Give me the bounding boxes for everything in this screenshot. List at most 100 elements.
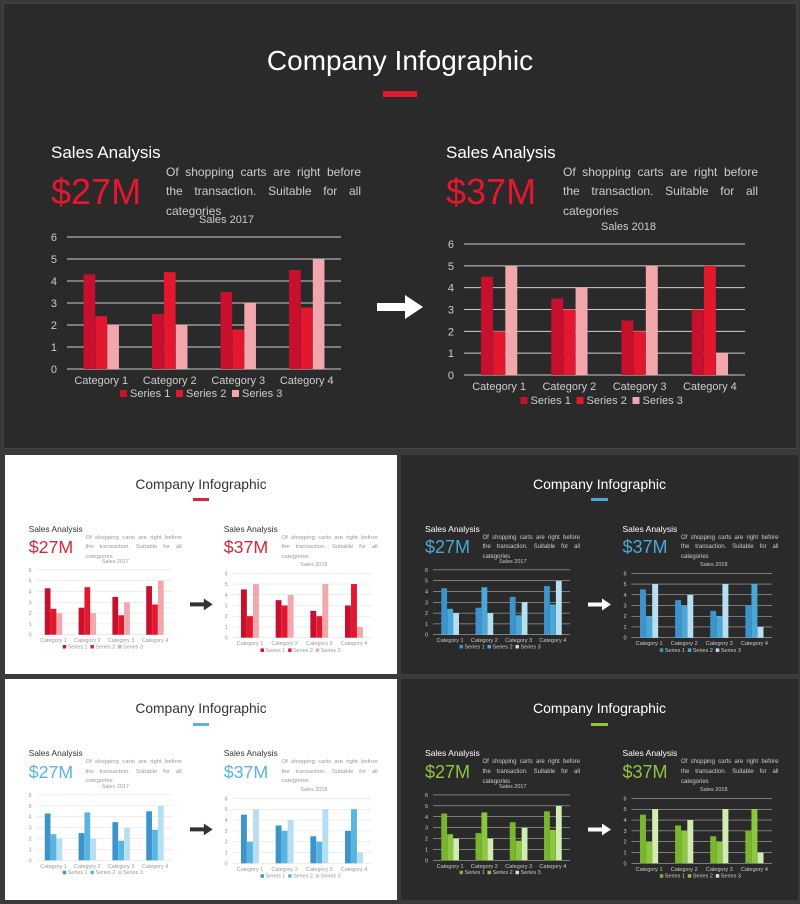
bar xyxy=(687,820,694,864)
y-tick-label: 3 xyxy=(225,829,228,835)
left-big-number: $27M xyxy=(28,762,74,783)
left-bar-chart: 0 1 2 3 4 5 6 Category 1 Category 2 Category 3 Cat… xyxy=(29,793,172,876)
bar xyxy=(124,827,130,861)
arrow-right-icon xyxy=(588,598,611,611)
bar xyxy=(289,270,301,369)
bar xyxy=(220,292,233,369)
right-description: Of shopping carts are right before the t… xyxy=(281,534,378,560)
bar xyxy=(453,613,459,635)
x-tick-label: Category 3 xyxy=(211,375,265,387)
bar xyxy=(480,276,493,375)
x-tick-label: Category 1 xyxy=(472,381,526,393)
left-description: Of shopping carts are right before the t… xyxy=(166,165,361,218)
bar xyxy=(621,320,634,375)
bar xyxy=(681,605,688,638)
y-tick-label: 6 xyxy=(225,796,228,802)
legend-label: Series 3 xyxy=(643,395,683,407)
legend-label: Series 3 xyxy=(521,870,541,876)
bar xyxy=(652,809,659,864)
legend-label: Series 2 xyxy=(693,648,713,654)
legend-label: Series 1 xyxy=(68,870,88,876)
bar xyxy=(78,607,85,635)
x-tick-label: Category 1 xyxy=(74,375,128,387)
x-tick-label: Category 4 xyxy=(341,867,368,873)
y-tick-label: 2 xyxy=(623,614,626,620)
bar xyxy=(751,809,758,864)
legend-swatch xyxy=(687,874,692,878)
legend-swatch xyxy=(659,648,664,652)
left-sales-heading: Sales Analysis xyxy=(425,523,480,534)
left-big-number: $27M xyxy=(51,171,142,212)
legend-label: Series 3 xyxy=(123,644,143,650)
bar xyxy=(745,830,752,864)
bar xyxy=(152,829,158,861)
bar xyxy=(505,265,518,375)
bar xyxy=(493,331,506,375)
bar xyxy=(687,594,694,638)
x-tick-label: Category 2 xyxy=(471,864,498,870)
bar xyxy=(639,814,646,864)
y-tick-label: 4 xyxy=(29,815,32,821)
y-tick-label: 3 xyxy=(425,600,428,606)
left-description: Of shopping carts are right before the t… xyxy=(85,534,182,560)
y-tick-label: 6 xyxy=(623,796,626,802)
bar xyxy=(78,833,85,861)
y-tick-label: 3 xyxy=(51,298,57,310)
right-sales-heading: Sales Analysis xyxy=(622,748,678,759)
y-tick-label: 0 xyxy=(29,858,32,864)
x-tick-label: Category 3 xyxy=(108,864,135,870)
legend-label: Series 3 xyxy=(242,388,282,400)
bar xyxy=(481,587,488,635)
legend-swatch xyxy=(576,397,584,404)
left-description: Of shopping carts are right before the t… xyxy=(482,534,581,560)
y-tick-label: 5 xyxy=(623,582,626,588)
bar xyxy=(521,827,528,861)
x-tick-label: Category 1 xyxy=(437,638,464,644)
bar xyxy=(351,584,357,638)
bar xyxy=(84,587,91,635)
right-big-number: $37M xyxy=(446,171,537,212)
x-tick-label: Category 2 xyxy=(671,641,698,647)
title-accent-bar xyxy=(192,498,210,502)
y-tick-label: 3 xyxy=(225,603,228,609)
bar xyxy=(675,825,682,864)
legend-label: Series 3 xyxy=(721,648,741,654)
y-tick-label: 1 xyxy=(225,850,228,856)
x-tick-label: Category 4 xyxy=(741,641,768,647)
bar xyxy=(549,829,556,861)
y-tick-label: 0 xyxy=(448,370,454,382)
x-tick-label: Category 3 xyxy=(306,867,333,873)
right-chart-title: Sales 2018 xyxy=(601,221,657,233)
bar xyxy=(544,811,550,861)
arrow-right-icon xyxy=(588,823,611,836)
y-tick-label: 4 xyxy=(425,590,428,596)
y-tick-label: 6 xyxy=(425,568,428,574)
x-tick-label: Category 3 xyxy=(706,641,733,647)
bar xyxy=(633,331,646,375)
x-tick-label: Category 1 xyxy=(237,641,264,647)
bar xyxy=(645,265,658,375)
y-tick-label: 5 xyxy=(225,582,228,588)
legend-swatch xyxy=(232,390,239,397)
y-tick-label: 5 xyxy=(448,261,454,273)
y-tick-label: 4 xyxy=(225,593,228,599)
legend-swatch xyxy=(62,870,67,875)
bar xyxy=(246,841,253,864)
legend-swatch xyxy=(687,648,692,652)
x-tick-label: Category 4 xyxy=(539,864,566,870)
legend-swatch xyxy=(520,397,528,404)
bar xyxy=(281,830,288,864)
legend-swatch xyxy=(118,645,122,649)
right-description: Of shopping carts are right before the t… xyxy=(281,759,378,785)
x-tick-label: Category 4 xyxy=(683,381,737,393)
bar xyxy=(90,838,97,861)
y-tick-label: 1 xyxy=(448,348,454,360)
bar xyxy=(453,838,459,861)
right-sales-heading: Sales Analysis xyxy=(622,523,678,534)
y-tick-label: 5 xyxy=(623,807,626,813)
x-tick-label: Category 2 xyxy=(74,864,101,870)
y-tick-label: 2 xyxy=(29,837,32,843)
bar xyxy=(646,616,653,638)
bar xyxy=(112,596,119,635)
legend-swatch xyxy=(315,874,320,878)
